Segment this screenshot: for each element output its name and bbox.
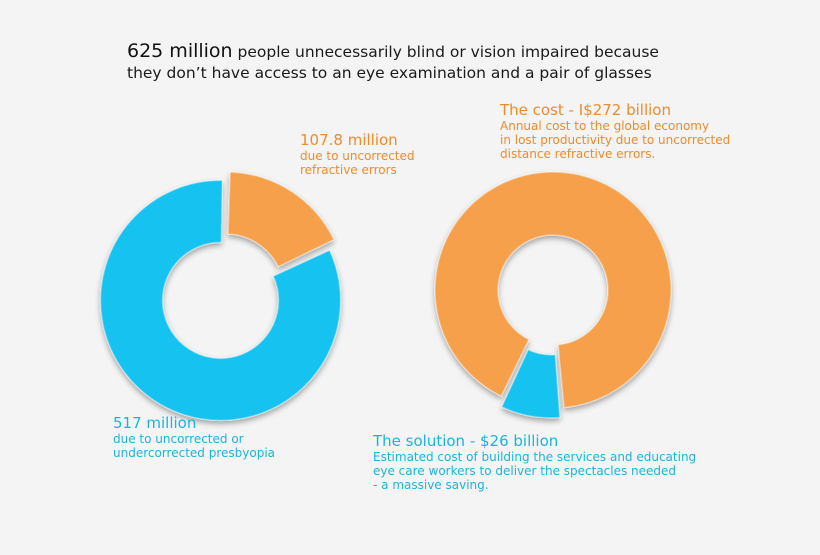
title-line: they don’t have access to an eye examina… — [127, 64, 652, 82]
slice-description: - a massive saving. — [373, 478, 489, 492]
slice-description: eye care workers to deliver the spectacl… — [373, 464, 676, 478]
slice-description: Annual cost to the global economy — [500, 119, 709, 133]
title-emphasis: 625 million — [127, 40, 233, 62]
donut-slice — [227, 171, 335, 268]
slice-description: in lost productivity due to uncorrected — [500, 133, 730, 147]
slice-description: distance refractive errors. — [500, 147, 655, 161]
slice-description: due to uncorrected or — [113, 432, 244, 446]
slice-description: refractive errors — [300, 163, 397, 177]
slice-description: due to uncorrected — [300, 149, 415, 163]
donut-slice — [434, 171, 672, 409]
donut-slice — [99, 179, 342, 422]
title-line: people unnecessarily blind or vision imp… — [233, 43, 659, 61]
slice-description: undercorrected presbyopia — [113, 446, 275, 460]
value-label: 107.8 million — [300, 131, 398, 149]
title: 625 million people unnecessarily blind o… — [127, 40, 659, 62]
donut-slice — [500, 348, 561, 419]
slice-description: Estimated cost of building the services … — [373, 450, 696, 464]
value-label: 517 million — [113, 414, 196, 432]
value-label: The solution - $26 billion — [372, 432, 558, 450]
value-label: The cost - I$272 billion — [499, 101, 671, 119]
